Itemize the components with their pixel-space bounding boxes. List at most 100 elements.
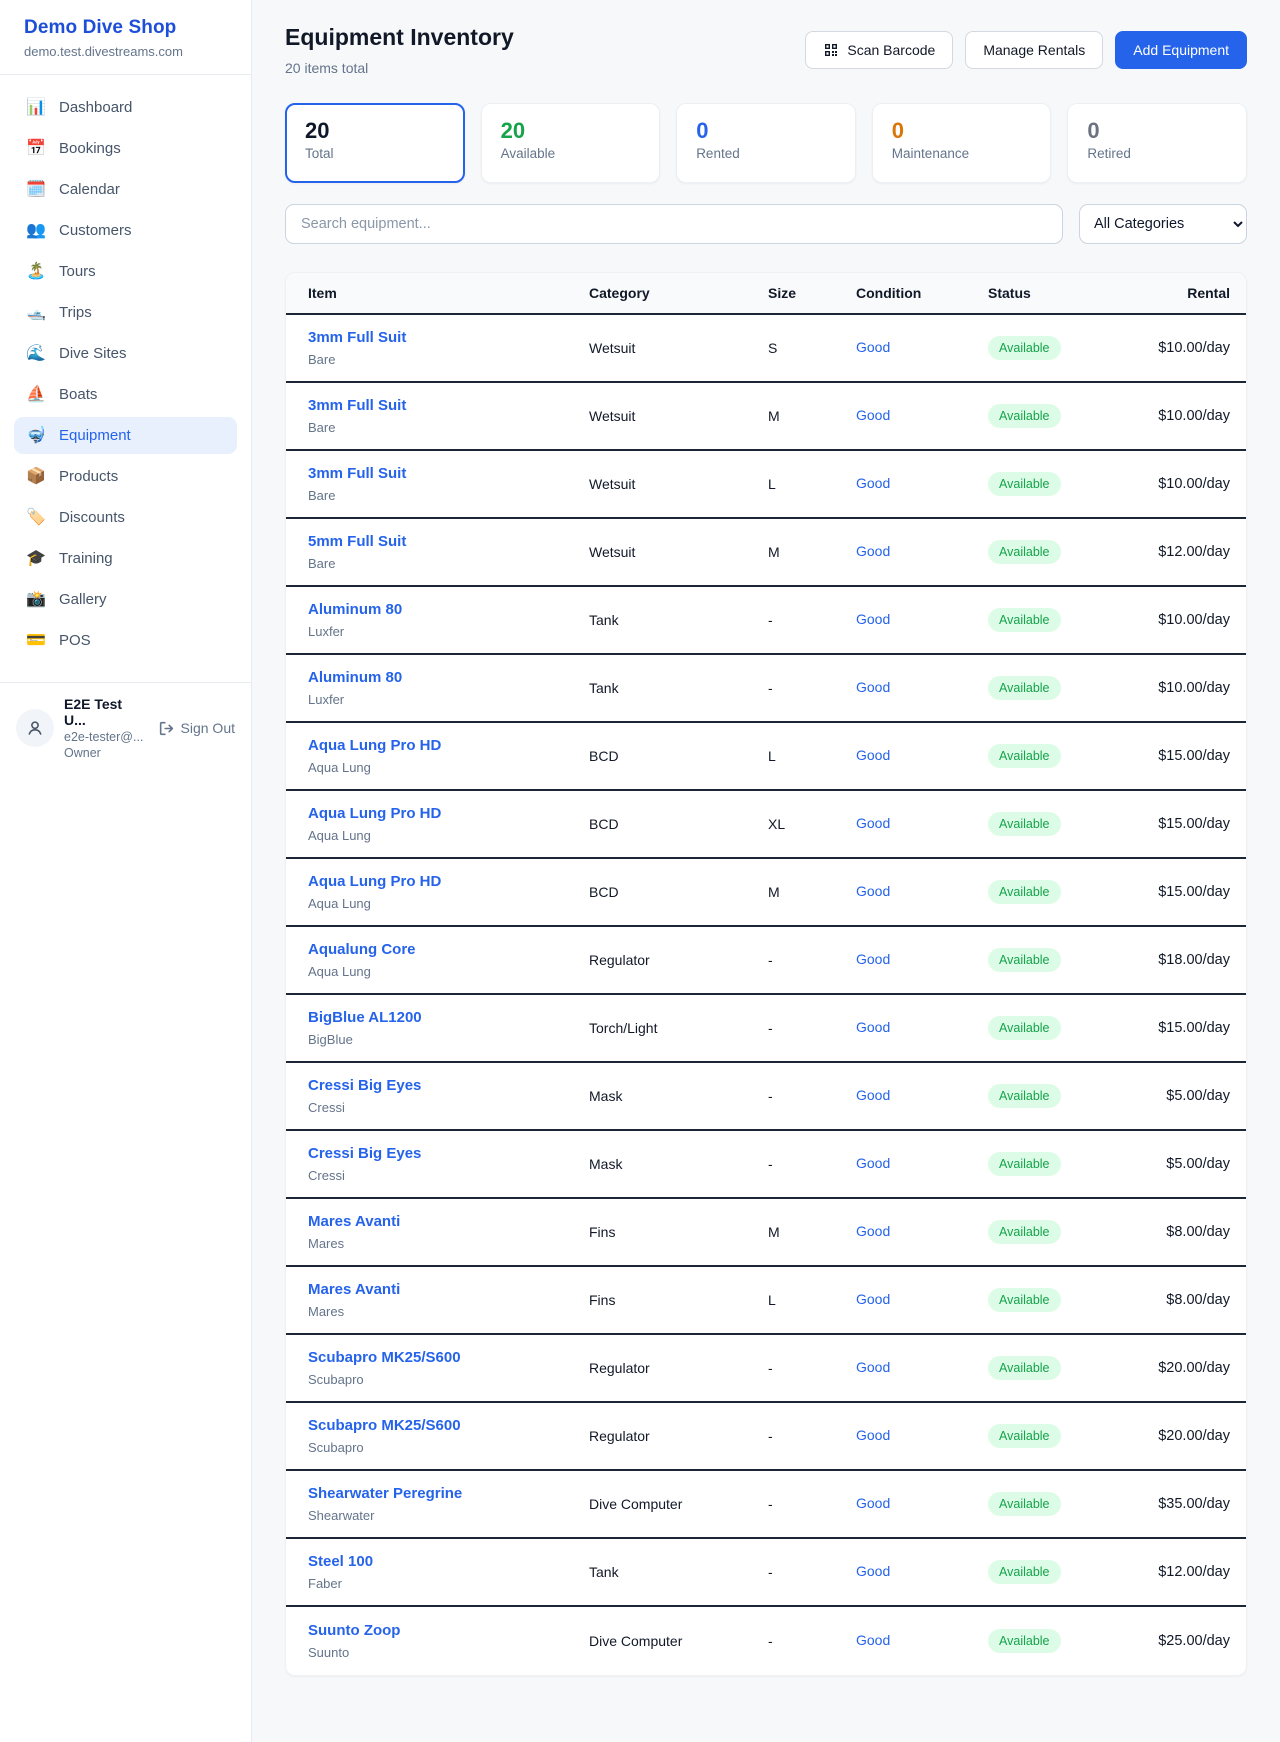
sign-out-button[interactable]: Sign Out	[158, 720, 235, 737]
sidebar-item-boats[interactable]: ⛵ Boats	[14, 376, 237, 413]
table-row: 3mm Full Suit Bare Wetsuit S Good Availa…	[286, 315, 1246, 383]
item-condition-link[interactable]: Good	[856, 475, 891, 491]
sidebar-item-label: Equipment	[59, 427, 131, 444]
sidebar-item-products[interactable]: 📦 Products	[14, 458, 237, 495]
item-name-link[interactable]: BigBlue AL1200	[308, 1009, 422, 1026]
table-header-row: Item Category Size Condition Status Rent…	[286, 273, 1246, 315]
status-badge: Available	[988, 1492, 1061, 1516]
sidebar-item-discounts[interactable]: 🏷️ Discounts	[14, 499, 237, 536]
item-condition-link[interactable]: Good	[856, 1359, 891, 1375]
item-name-link[interactable]: Steel 100	[308, 1553, 374, 1570]
item-name-link[interactable]: Scubapro MK25/S600	[308, 1349, 461, 1366]
page-header: Equipment Inventory 20 items total Scan …	[285, 24, 1247, 76]
item-size: -	[768, 1428, 773, 1444]
sidebar-item-trips[interactable]: 🛥️ Trips	[14, 294, 237, 331]
sign-out-label: Sign Out	[180, 720, 235, 736]
item-category: Mask	[589, 1088, 623, 1104]
table-row: Scubapro MK25/S600 Scubapro Regulator - …	[286, 1335, 1246, 1403]
status-badge: Available	[988, 1356, 1061, 1380]
scan-barcode-button[interactable]: Scan Barcode	[805, 31, 954, 69]
item-name-link[interactable]: Mares Avanti	[308, 1213, 401, 1230]
item-brand: Luxfer	[308, 624, 345, 639]
item-condition-link[interactable]: Good	[856, 1291, 891, 1307]
sidebar-nav: 📊 Dashboard 📅 Bookings 🗓️ Calendar 👥 Cus…	[0, 75, 251, 673]
table-row: BigBlue AL1200 BigBlue Torch/Light - Goo…	[286, 995, 1246, 1063]
sidebar-item-calendar[interactable]: 🗓️ Calendar	[14, 171, 237, 208]
item-name-link[interactable]: Aluminum 80	[308, 669, 403, 686]
item-condition-link[interactable]: Good	[856, 1495, 891, 1511]
add-equipment-label: Add Equipment	[1133, 42, 1229, 58]
calendar-date-icon: 📅	[26, 139, 46, 157]
sidebar-item-equipment[interactable]: 🤿 Equipment	[14, 417, 237, 454]
filter-row: All Categories	[285, 204, 1247, 244]
item-condition-link[interactable]: Good	[856, 815, 891, 831]
wave-icon: 🌊	[26, 344, 46, 362]
item-name-link[interactable]: Aluminum 80	[308, 601, 403, 618]
item-condition-link[interactable]: Good	[856, 543, 891, 559]
sidebar-item-dive-sites[interactable]: 🌊 Dive Sites	[14, 335, 237, 372]
stat-card-retired[interactable]: 0 Retired	[1067, 103, 1247, 183]
category-filter-select[interactable]: All Categories	[1079, 204, 1247, 244]
stat-card-available[interactable]: 20 Available	[480, 103, 661, 183]
manage-rentals-button[interactable]: Manage Rentals	[965, 31, 1104, 69]
item-condition-link[interactable]: Good	[856, 883, 891, 899]
sidebar-item-training[interactable]: 🎓 Training	[14, 540, 237, 577]
item-condition-link[interactable]: Good	[856, 1087, 891, 1103]
item-brand: Aqua Lung	[308, 964, 371, 979]
sidebar-item-pos[interactable]: 💳 POS	[14, 622, 237, 659]
item-condition-link[interactable]: Good	[856, 1223, 891, 1239]
item-name-link[interactable]: Aqua Lung Pro HD	[308, 805, 442, 822]
item-name-link[interactable]: 3mm Full Suit	[308, 329, 407, 346]
item-name-link[interactable]: Cressi Big Eyes	[308, 1145, 422, 1162]
item-category: Dive Computer	[589, 1496, 683, 1512]
item-name-link[interactable]: Aqua Lung Pro HD	[308, 737, 442, 754]
table-row: Cressi Big Eyes Cressi Mask - Good Avail…	[286, 1063, 1246, 1131]
item-condition-link[interactable]: Good	[856, 951, 891, 967]
item-condition-link[interactable]: Good	[856, 679, 891, 695]
brand-title[interactable]: Demo Dive Shop	[24, 17, 177, 38]
item-name-link[interactable]: 3mm Full Suit	[308, 465, 407, 482]
item-condition-link[interactable]: Good	[856, 339, 891, 355]
item-condition-link[interactable]: Good	[856, 1427, 891, 1443]
item-category: Tank	[589, 680, 619, 696]
item-condition-link[interactable]: Good	[856, 1632, 891, 1648]
item-name-link[interactable]: Aqua Lung Pro HD	[308, 873, 442, 890]
user-email: e2e-tester@...	[64, 730, 144, 744]
stat-card-maintenance[interactable]: 0 Maintenance	[871, 103, 1052, 183]
item-condition-link[interactable]: Good	[856, 1019, 891, 1035]
table-row: 3mm Full Suit Bare Wetsuit L Good Availa…	[286, 451, 1246, 519]
package-icon: 📦	[26, 467, 46, 485]
item-name-link[interactable]: Scubapro MK25/S600	[308, 1417, 461, 1434]
item-rental: $10.00/day	[1158, 680, 1230, 696]
item-name-link[interactable]: 3mm Full Suit	[308, 397, 407, 414]
item-category: Regulator	[589, 952, 650, 968]
item-brand: Scubapro	[308, 1440, 364, 1455]
item-name-link[interactable]: 5mm Full Suit	[308, 533, 407, 550]
item-name-link[interactable]: Aqualung Core	[308, 941, 416, 958]
sidebar-item-bookings[interactable]: 📅 Bookings	[14, 130, 237, 167]
add-equipment-button[interactable]: Add Equipment	[1115, 31, 1247, 69]
sidebar-item-gallery[interactable]: 📸 Gallery	[14, 581, 237, 618]
sidebar-item-tours[interactable]: 🏝️ Tours	[14, 253, 237, 290]
item-rental: $20.00/day	[1158, 1428, 1230, 1444]
item-condition-link[interactable]: Good	[856, 1155, 891, 1171]
item-name-link[interactable]: Cressi Big Eyes	[308, 1077, 422, 1094]
sidebar-item-dashboard[interactable]: 📊 Dashboard	[14, 89, 237, 126]
credit-card-icon: 💳	[26, 631, 46, 649]
stat-card-rented[interactable]: 0 Rented	[676, 103, 856, 183]
brand-block: Demo Dive Shop demo.test.divestreams.com	[0, 0, 251, 75]
item-name-link[interactable]: Suunto Zoop	[308, 1622, 401, 1639]
item-condition-link[interactable]: Good	[856, 407, 891, 423]
search-input[interactable]	[285, 204, 1063, 244]
user-meta: E2E Test U... e2e-tester@... Owner	[64, 696, 148, 760]
stat-card-total[interactable]: 20 Total	[285, 103, 465, 183]
item-condition-link[interactable]: Good	[856, 611, 891, 627]
item-condition-link[interactable]: Good	[856, 747, 891, 763]
sidebar-item-customers[interactable]: 👥 Customers	[14, 212, 237, 249]
item-category: Regulator	[589, 1428, 650, 1444]
item-name-link[interactable]: Shearwater Peregrine	[308, 1485, 463, 1502]
item-name-link[interactable]: Mares Avanti	[308, 1281, 401, 1298]
item-category: Regulator	[589, 1360, 650, 1376]
item-condition-link[interactable]: Good	[856, 1563, 891, 1579]
status-badge: Available	[988, 608, 1061, 632]
